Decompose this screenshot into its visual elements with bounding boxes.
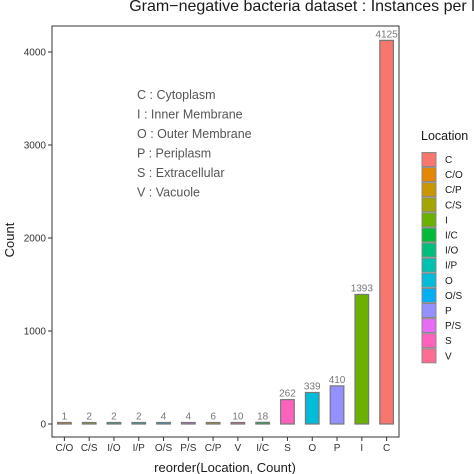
legend-label: C/S <box>445 200 462 211</box>
x-tick-label: I/P <box>133 443 146 454</box>
bar-value-label: 6 <box>210 412 216 423</box>
bar-value-label: 262 <box>279 389 296 400</box>
bar-p-s <box>180 421 196 425</box>
x-tick-label: C/O <box>56 443 74 454</box>
bar-value-label: 4 <box>161 412 167 423</box>
x-tick-label: C/S <box>81 443 98 454</box>
legend-swatch <box>421 212 437 228</box>
y-axis: 0 1000 2000 3000 4000 <box>24 48 52 431</box>
location-key-line: O : Outer Membrane <box>137 127 252 141</box>
y-tick-label: 0 <box>40 420 46 431</box>
legend-label: C/O <box>445 170 463 181</box>
bar-value-label: 2 <box>136 412 142 423</box>
legend-label: P/S <box>445 321 461 332</box>
location-key-line: P : Periplasm <box>137 147 211 161</box>
bar-o-s <box>156 421 171 425</box>
legend-swatch <box>421 287 437 303</box>
bar-c-s <box>81 421 97 425</box>
legend-swatch <box>421 227 437 243</box>
legend-label: P <box>445 306 452 317</box>
location-key-line: S : Extracellular <box>137 166 225 180</box>
bar-value-label: 18 <box>257 411 269 422</box>
x-axis: C/O C/S I/O I/P O/S P/S C/P V I/C S O P I C <box>56 437 390 454</box>
bars <box>56 39 395 425</box>
x-tick-label: V <box>235 443 242 454</box>
bar-i-o <box>106 421 122 425</box>
location-key-annotations: C : Cytoplasm I : Inner Membrane O : Outer… <box>137 88 252 200</box>
legend-label: I <box>445 215 448 226</box>
legend-title: Location <box>421 129 468 143</box>
legend-label: I/P <box>445 261 458 272</box>
location-key-line: V : Vacuole <box>137 186 200 200</box>
bar-v <box>230 421 246 425</box>
chart-title: Gram−negative bacteria dataset : Instanc… <box>129 0 474 15</box>
bar-c-o <box>56 421 72 425</box>
bar-value-label: 1393 <box>351 283 374 294</box>
legend-swatch <box>421 272 437 288</box>
x-tick-label: P <box>334 443 341 454</box>
x-tick-label: I/O <box>107 443 121 454</box>
legend-swatch <box>421 167 437 183</box>
x-tick-label: S <box>284 443 291 454</box>
legend-label: O/S <box>445 291 463 302</box>
bar-c-p <box>205 421 221 425</box>
y-tick-label: 4000 <box>24 48 47 59</box>
x-tick-label: O/S <box>155 443 173 454</box>
legend-label: O <box>445 276 453 287</box>
y-tick-label: 1000 <box>24 327 47 338</box>
x-tick-label: P/S <box>180 443 196 454</box>
x-tick-label: O <box>308 443 316 454</box>
bar-value-label: 1 <box>62 412 68 423</box>
bar-value-labels: 1 2 2 2 4 4 6 10 18 262 339 410 1393 4125 <box>62 29 399 422</box>
bar-c <box>379 39 395 425</box>
bar-i-c <box>255 421 271 425</box>
bar-s <box>280 399 295 425</box>
legend-label: S <box>445 336 452 347</box>
legend-label: V <box>445 351 452 362</box>
location-key-line: I : Inner Membrane <box>137 108 243 122</box>
bar-value-label: 10 <box>232 412 244 423</box>
bar-o <box>304 391 320 425</box>
legend-swatch <box>421 242 437 258</box>
legend: Location C C/O C/P C/S I I/C I/O I/P O O/S P P/S SV <box>421 129 468 364</box>
plot-panel-border <box>51 25 400 438</box>
legend-swatch <box>421 257 437 273</box>
location-key-line: C : Cytoplasm <box>137 88 216 102</box>
bar-i-p <box>131 421 147 425</box>
bar-p <box>329 385 345 425</box>
legend-label: C/P <box>445 185 462 196</box>
legend-label: I/C <box>445 231 458 242</box>
legend-swatch <box>421 303 437 318</box>
legend-swatch <box>421 318 437 334</box>
legend-swatch <box>421 152 437 167</box>
bar-value-label: 2 <box>86 412 92 423</box>
bar-value-label: 339 <box>304 381 321 392</box>
bar-value-label: 4 <box>186 412 192 423</box>
y-tick-label: 2000 <box>24 234 47 245</box>
legend-swatch <box>421 197 437 213</box>
legend-swatch <box>421 182 437 198</box>
y-tick-label: 3000 <box>24 141 47 152</box>
bar-i <box>354 293 370 425</box>
bar-value-label: 410 <box>329 375 346 386</box>
legend-swatch <box>421 348 437 364</box>
bar-value-label: 4125 <box>375 29 398 40</box>
x-axis-title: reorder(Location, Count) <box>154 460 296 474</box>
bar-value-label: 2 <box>111 412 117 423</box>
x-tick-label: C <box>383 443 390 454</box>
x-tick-label: I/C <box>256 443 269 454</box>
legend-label: C <box>445 155 452 166</box>
x-tick-label: I <box>360 443 363 454</box>
legend-swatch <box>421 333 437 349</box>
y-axis-title: Count <box>2 222 17 257</box>
x-tick-label: C/P <box>205 443 222 454</box>
legend-label: I/O <box>445 246 459 257</box>
